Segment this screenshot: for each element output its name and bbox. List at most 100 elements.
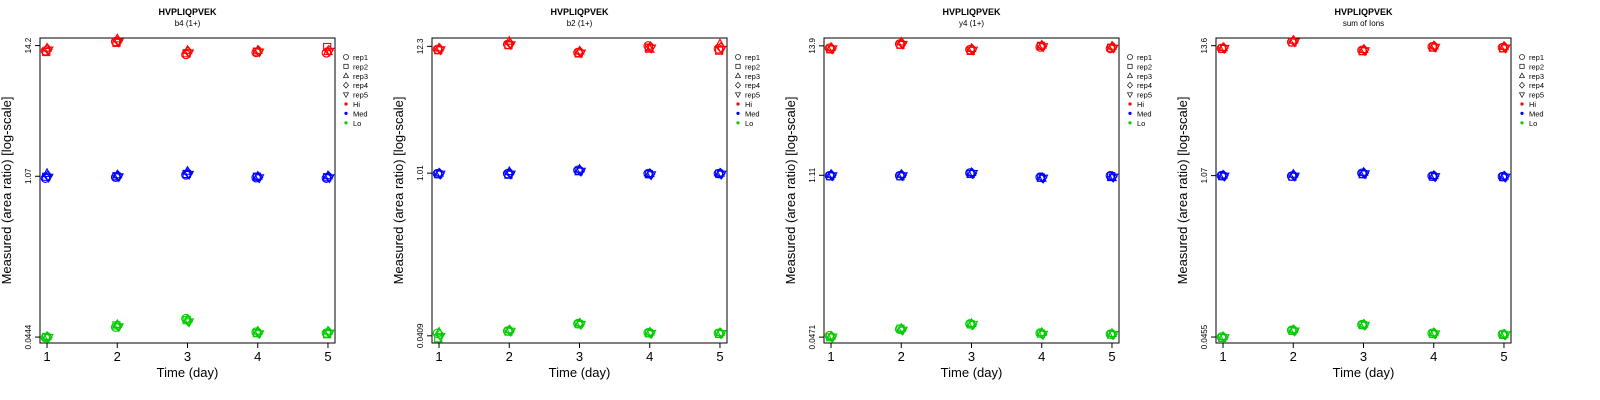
point-lo-rep5-day1 [43, 334, 54, 344]
legend-label: Med [1529, 109, 1544, 118]
legend-label: Med [353, 109, 368, 118]
point-lo-rep5-day5 [1108, 330, 1119, 341]
legend-label: rep1 [353, 53, 368, 62]
legend-dot-Lo [344, 121, 348, 125]
legend-label: rep1 [1137, 53, 1152, 62]
legend-label: Lo [1137, 119, 1145, 128]
point-med-rep5-day4 [254, 174, 265, 184]
point-med-rep5-day2 [505, 170, 516, 180]
chart-subtitle: b4 (1+) [175, 19, 201, 28]
legend-marker-rep4 [1519, 81, 1525, 89]
legend-label: rep1 [1529, 53, 1544, 62]
legend-marker-rep4 [343, 81, 349, 89]
chart-subtitle: sum of Ions [1343, 19, 1384, 28]
y-tick-label: 12.3 [416, 38, 425, 54]
legend-marker-rep3 [1126, 72, 1134, 78]
point-med-rep5-day2 [113, 173, 124, 183]
point-lo-rep5-day5 [1500, 331, 1511, 341]
y-tick-label: 1.07 [1200, 167, 1209, 183]
x-tick-label: 3 [576, 349, 583, 364]
legend-label: Lo [353, 119, 361, 128]
point-med-rep5-day4 [1430, 173, 1441, 183]
x-tick-label: 5 [1500, 349, 1507, 364]
legend-marker-rep5 [734, 92, 742, 99]
point-hi-rep5-day5 [1108, 44, 1119, 54]
legend-dot-Med [1520, 111, 1524, 115]
y-tick-label: 13.9 [808, 38, 817, 54]
legend-label: Lo [1529, 119, 1537, 128]
legend-dot-Lo [1128, 121, 1132, 125]
point-lo-rep5-day4 [646, 330, 657, 340]
legend-dot-Med [1128, 111, 1132, 115]
point-hi-rep5-day3 [1359, 47, 1371, 57]
legend-marker-rep3 [734, 72, 742, 78]
legend-marker-rep1 [735, 54, 741, 60]
point-lo-rep5-day2 [113, 323, 124, 333]
x-tick-label: 4 [646, 349, 653, 364]
point-hi-rep5-day2 [505, 41, 516, 51]
point-hi-rep5-day3 [967, 46, 979, 56]
y-tick-label: 13.6 [1200, 37, 1209, 53]
point-lo-rep5-day1 [435, 332, 446, 343]
legend-label: rep4 [353, 81, 368, 90]
legend-marker-rep2 [1127, 63, 1133, 69]
point-hi-rep5-day5 [716, 45, 727, 56]
point-hi-rep5-day3 [183, 49, 195, 59]
point-lo-rep5-day1 [827, 333, 838, 343]
y-axis-label: Measured (area ratio) [log-scale] [1175, 97, 1190, 285]
point-med-rep5-day1 [1219, 172, 1230, 182]
point-med-rep5-day3 [967, 169, 979, 180]
legend-marker-rep2 [735, 63, 741, 69]
point-lo-rep5-day1 [1219, 334, 1230, 344]
chart-panel-3: HVPLIQPVEK y4 (1+) 1 2 3 4 5 0.0471 1.11 13.9 Time… [783, 7, 1152, 380]
legend-label: rep5 [1137, 91, 1152, 100]
legend-label: rep2 [353, 62, 368, 71]
plot-frame [1215, 37, 1512, 344]
y-tick-label: 1.11 [808, 167, 817, 183]
point-hi-rep5-day5 [1500, 44, 1511, 54]
legend-marker-rep5 [1126, 92, 1134, 99]
chart-title: HVPLIQPVEK [550, 7, 609, 17]
point-lo-rep5-day2 [1289, 327, 1300, 337]
legend-label: rep4 [1137, 81, 1152, 90]
chart-panel-1: HVPLIQPVEK b4 (1+) 1 2 3 4 5 0.0444 1.07 14.2 Time… [0, 7, 368, 380]
x-tick-label: 2 [506, 349, 513, 364]
y-axis-label: Measured (area ratio) [log-scale] [0, 97, 14, 285]
x-tick-label: 4 [254, 349, 261, 364]
chart-title: HVPLIQPVEK [1334, 7, 1393, 17]
y-tick-label: 1.07 [24, 168, 33, 184]
legend-marker-rep1 [1519, 54, 1525, 60]
legend-dot-Lo [736, 121, 740, 125]
point-hi-rep5-day3 [575, 49, 587, 59]
x-tick-label: 3 [968, 349, 975, 364]
legend-label: Hi [1137, 100, 1144, 109]
point-hi-rep5-day1 [827, 45, 838, 55]
x-axis-label: Time (day) [157, 365, 219, 380]
legend-dot-Med [344, 111, 348, 115]
legend-dot-Hi [1128, 102, 1132, 106]
chart-panel-4: HVPLIQPVEK sum of Ions 1 2 3 4 5 0.0455 1.07 13.6… [1175, 7, 1544, 380]
legend-marker-rep4 [735, 81, 741, 89]
point-med-rep5-day5 [324, 174, 335, 184]
point-hi-rep5-day4 [254, 48, 265, 58]
point-hi-rep5-day2 [113, 38, 124, 48]
point-lo-rep5-day3 [183, 318, 195, 328]
x-tick-label: 4 [1038, 349, 1045, 364]
x-tick-label: 5 [716, 349, 723, 364]
chart-subtitle: y4 (1+) [959, 19, 984, 28]
point-hi-rep5-day2 [897, 40, 908, 51]
legend-label: Hi [745, 100, 752, 109]
legend-label: Med [1137, 109, 1152, 118]
legend-marker-rep1 [343, 54, 349, 60]
point-hi-rep5-day5 [324, 47, 335, 57]
legend-marker-rep4 [1127, 81, 1133, 89]
x-tick-label: 3 [184, 349, 191, 364]
point-med-rep5-day2 [1289, 172, 1300, 182]
legend-label: rep3 [353, 72, 368, 81]
point-hi-rep5-day2 [1289, 38, 1300, 48]
legend-label: Med [745, 109, 760, 118]
legend-label: Lo [745, 119, 753, 128]
